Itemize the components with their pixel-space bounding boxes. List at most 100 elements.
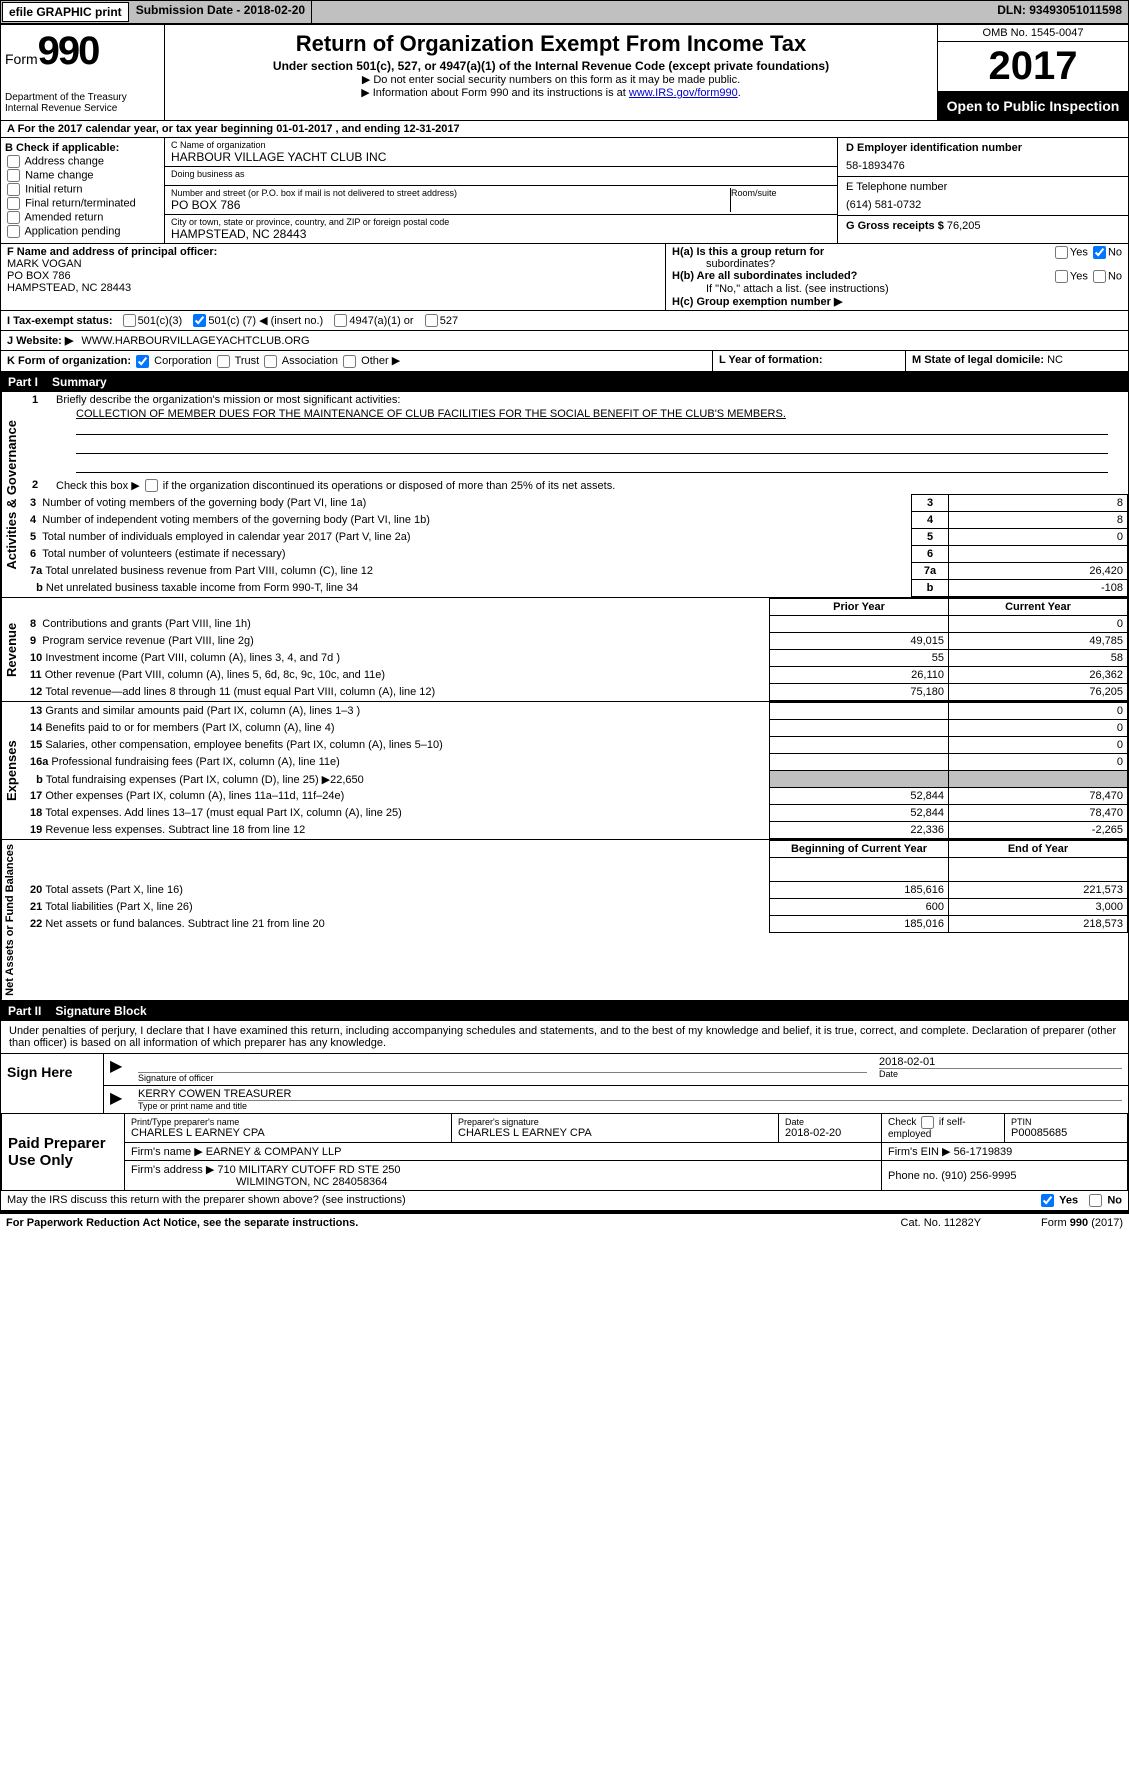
cb-initial-return[interactable]: Initial return [5,183,160,196]
form-title: Return of Organization Exempt From Incom… [175,31,927,57]
side-label-netassets: Net Assets or Fund Balances [1,840,26,1000]
form-subtitle: Under section 501(c), 527, or 4947(a)(1)… [175,59,927,73]
col-c-org-info: C Name of organization HARBOUR VILLAGE Y… [165,138,837,243]
form-number: 990 [38,29,99,73]
efile-badge: efile GRAPHIC print [2,2,129,22]
submission-date: Submission Date - 2018-02-20 [130,1,312,23]
cb-self-employed[interactable] [921,1116,934,1129]
firm-ein-label: Firm's EIN ▶ [888,1146,951,1158]
current-year-header: Current Year [949,599,1128,616]
col-f-officer: F Name and address of principal officer:… [1,244,665,310]
cb-527[interactable] [425,314,438,327]
gross-value: 76,205 [947,220,981,232]
header-left: Form990 Department of the Treasury Inter… [1,25,165,120]
side-label-governance: Activities & Governance [1,392,26,598]
hc-label: H(c) Group exemption number ▶ [672,295,1122,308]
domicile-label: M State of legal domicile: [912,354,1047,366]
eoy-header: End of Year [949,841,1128,858]
paperwork-notice: For Paperwork Reduction Act Notice, see … [6,1217,358,1229]
irs-link[interactable]: www.IRS.gov/form990 [629,87,738,99]
officer-addr2: HAMPSTEAD, NC 28443 [7,282,659,294]
firm-phone: (910) 256-9995 [941,1170,1016,1182]
ha-no-checkbox[interactable] [1093,246,1106,259]
dln: DLN: 93493051011598 [991,1,1128,23]
signature-block: Under penalties of perjury, I declare th… [0,1021,1129,1212]
part1-header: Part I Summary [0,372,1129,392]
governance-table: 3 Number of voting members of the govern… [26,494,1128,597]
row-i-tax-status: I Tax-exempt status: 501(c)(3) 501(c) (7… [0,311,1129,331]
firm-addr-label: Firm's address ▶ [131,1164,214,1176]
firm-ein: 56-1719839 [954,1146,1013,1158]
omb-number: OMB No. 1545-0047 [938,25,1128,42]
prior-year-header: Prior Year [770,599,949,616]
tax-year: 2017 [938,42,1128,92]
part1-expenses: Expenses 13 Grants and similar amounts p… [0,702,1129,840]
line6-desc: Total number of volunteers (estimate if … [42,548,285,560]
cb-501c3[interactable] [123,314,136,327]
cb-name-change[interactable]: Name change [5,169,160,182]
line7b-desc: Net unrelated business taxable income fr… [46,582,358,594]
perjury-declaration: Under penalties of perjury, I declare th… [1,1021,1128,1053]
col-b-header: B Check if applicable: [5,142,160,154]
gross-label: G Gross receipts $ [846,220,947,232]
cb-association[interactable] [264,355,277,368]
line7a-desc: Total unrelated business revenue from Pa… [45,565,373,577]
line4-desc: Number of independent voting members of … [42,514,430,526]
netassets-table: Beginning of Current YearEnd of Year 20 … [26,840,1128,933]
part1-governance: Activities & Governance 1 Briefly descri… [0,392,1129,599]
dln-label: DLN: [997,3,1029,17]
col-h-group: H(a) Is this a group return for subordin… [665,244,1128,310]
open-inspection-badge: Open to Public Inspection [938,92,1128,120]
info-note: ▶ Information about Form 990 and its ins… [361,87,629,99]
cb-corporation[interactable] [136,355,149,368]
cb-discuss-no[interactable] [1089,1194,1102,1207]
prep-sig: CHARLES L EARNEY CPA [458,1127,772,1139]
type-name-label: Type or print name and title [138,1100,1122,1111]
cb-address-change[interactable]: Address change [5,155,160,168]
part2-title: Part II [8,1004,55,1018]
ha-yes-checkbox[interactable] [1055,246,1068,259]
officer-addr1: PO BOX 786 [7,270,659,282]
paid-preparer-label: Paid Preparer Use Only [2,1114,125,1191]
side-label-revenue: Revenue [1,598,26,701]
line3-value: 8 [949,495,1128,512]
cb-amended-return[interactable]: Amended return [5,211,160,224]
cb-4947[interactable] [334,314,347,327]
row-j-website: J Website: ▶ WWW.HARBOURVILLAGEYACHTCLUB… [0,331,1129,351]
cb-discuss-yes[interactable] [1041,1194,1054,1207]
hb-no-checkbox[interactable] [1093,270,1106,283]
prep-sig-label: Preparer's signature [458,1117,772,1127]
cb-application-pending[interactable]: Application pending [5,225,160,238]
cb-final-return[interactable]: Final return/terminated [5,197,160,210]
part2-header: Part II Signature Block [0,1001,1129,1021]
discuss-question: May the IRS discuss this return with the… [7,1194,406,1207]
row-a-tax-year: A For the 2017 calendar year, or tax yea… [0,121,1129,138]
sig-date-value: 2018-02-01 [879,1056,1122,1068]
section-bcd: B Check if applicable: Address change Na… [0,138,1129,244]
side-label-expenses: Expenses [1,702,26,839]
header-center: Return of Organization Exempt From Incom… [165,25,937,120]
org-name: HARBOUR VILLAGE YACHT CLUB INC [171,150,831,164]
bcy-header: Beginning of Current Year [770,841,949,858]
sig-date-label: Date [879,1068,1122,1079]
cb-other[interactable] [343,355,356,368]
line6-value [949,546,1128,563]
form-prefix: Form [5,51,38,67]
year-formation-label: L Year of formation: [719,354,823,366]
officer-label: F Name and address of principal officer: [7,246,659,258]
irs-label: Internal Revenue Service [5,103,160,114]
firm-addr2: WILMINGTON, NC 284058364 [236,1176,387,1188]
expenses-table: 13 Grants and similar amounts paid (Part… [26,702,1128,839]
sign-here-label: Sign Here [1,1054,104,1113]
ptin-value: P00085685 [1011,1127,1121,1139]
col-d-identifiers: D Employer identification number 58-1893… [837,138,1128,243]
row-i-label: I Tax-exempt status: [7,315,113,327]
cb-501c[interactable] [193,314,206,327]
cb-trust[interactable] [217,355,230,368]
line1-label: Briefly describe the organization's miss… [56,394,1122,406]
hb-yes-checkbox[interactable] [1055,270,1068,283]
ha-label2: subordinates? [706,258,775,270]
firm-name: EARNEY & COMPANY LLP [206,1146,342,1158]
line4-value: 8 [949,512,1128,529]
cb-discontinued[interactable] [145,479,158,492]
